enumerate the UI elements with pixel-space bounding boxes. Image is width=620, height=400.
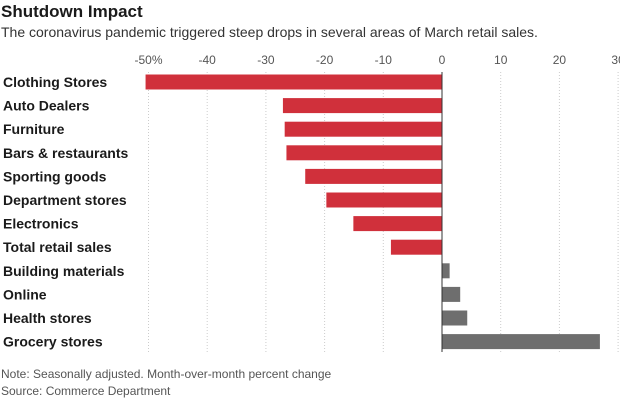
category-label: Total retail sales <box>3 239 112 255</box>
category-label: Grocery stores <box>3 334 103 350</box>
chart-title: Shutdown Impact <box>1 2 143 21</box>
category-label: Online <box>3 286 47 302</box>
x-tick-label: 20 <box>553 53 567 67</box>
category-label: Department stores <box>3 192 127 208</box>
bar <box>442 263 450 279</box>
x-tick-label: 0 <box>439 53 446 67</box>
category-label: Electronics <box>3 216 79 232</box>
x-tick-label: 10 <box>494 53 508 67</box>
bar <box>145 74 442 90</box>
category-label: Clothing Stores <box>3 74 107 90</box>
bar <box>286 145 442 161</box>
chart-note: Note: Seasonally adjusted. Month-over-mo… <box>1 367 332 381</box>
bar <box>284 121 442 137</box>
bar <box>305 168 442 184</box>
x-tick-label: -10 <box>375 53 393 67</box>
chart-source: Source: Commerce Department <box>1 384 171 398</box>
bar <box>390 239 442 255</box>
bar <box>442 286 461 302</box>
x-tick-label: 30 <box>611 53 620 67</box>
category-label: Sporting goods <box>3 168 107 184</box>
category-label: Furniture <box>3 121 65 137</box>
chart-subtitle: The coronavirus pandemic triggered steep… <box>1 24 538 40</box>
x-tick-label: -40 <box>199 53 217 67</box>
bar <box>282 98 442 114</box>
bar <box>353 216 442 232</box>
x-tick-label: -20 <box>316 53 334 67</box>
bar <box>326 192 442 208</box>
category-label: Health stores <box>3 310 92 326</box>
category-label: Auto Dealers <box>3 98 90 114</box>
bar <box>442 334 600 350</box>
category-label: Bars & restaurants <box>3 145 128 161</box>
category-label: Building materials <box>3 263 125 279</box>
bar <box>442 310 468 326</box>
x-tick-label: -50% <box>134 53 162 67</box>
x-tick-label: -30 <box>257 53 275 67</box>
